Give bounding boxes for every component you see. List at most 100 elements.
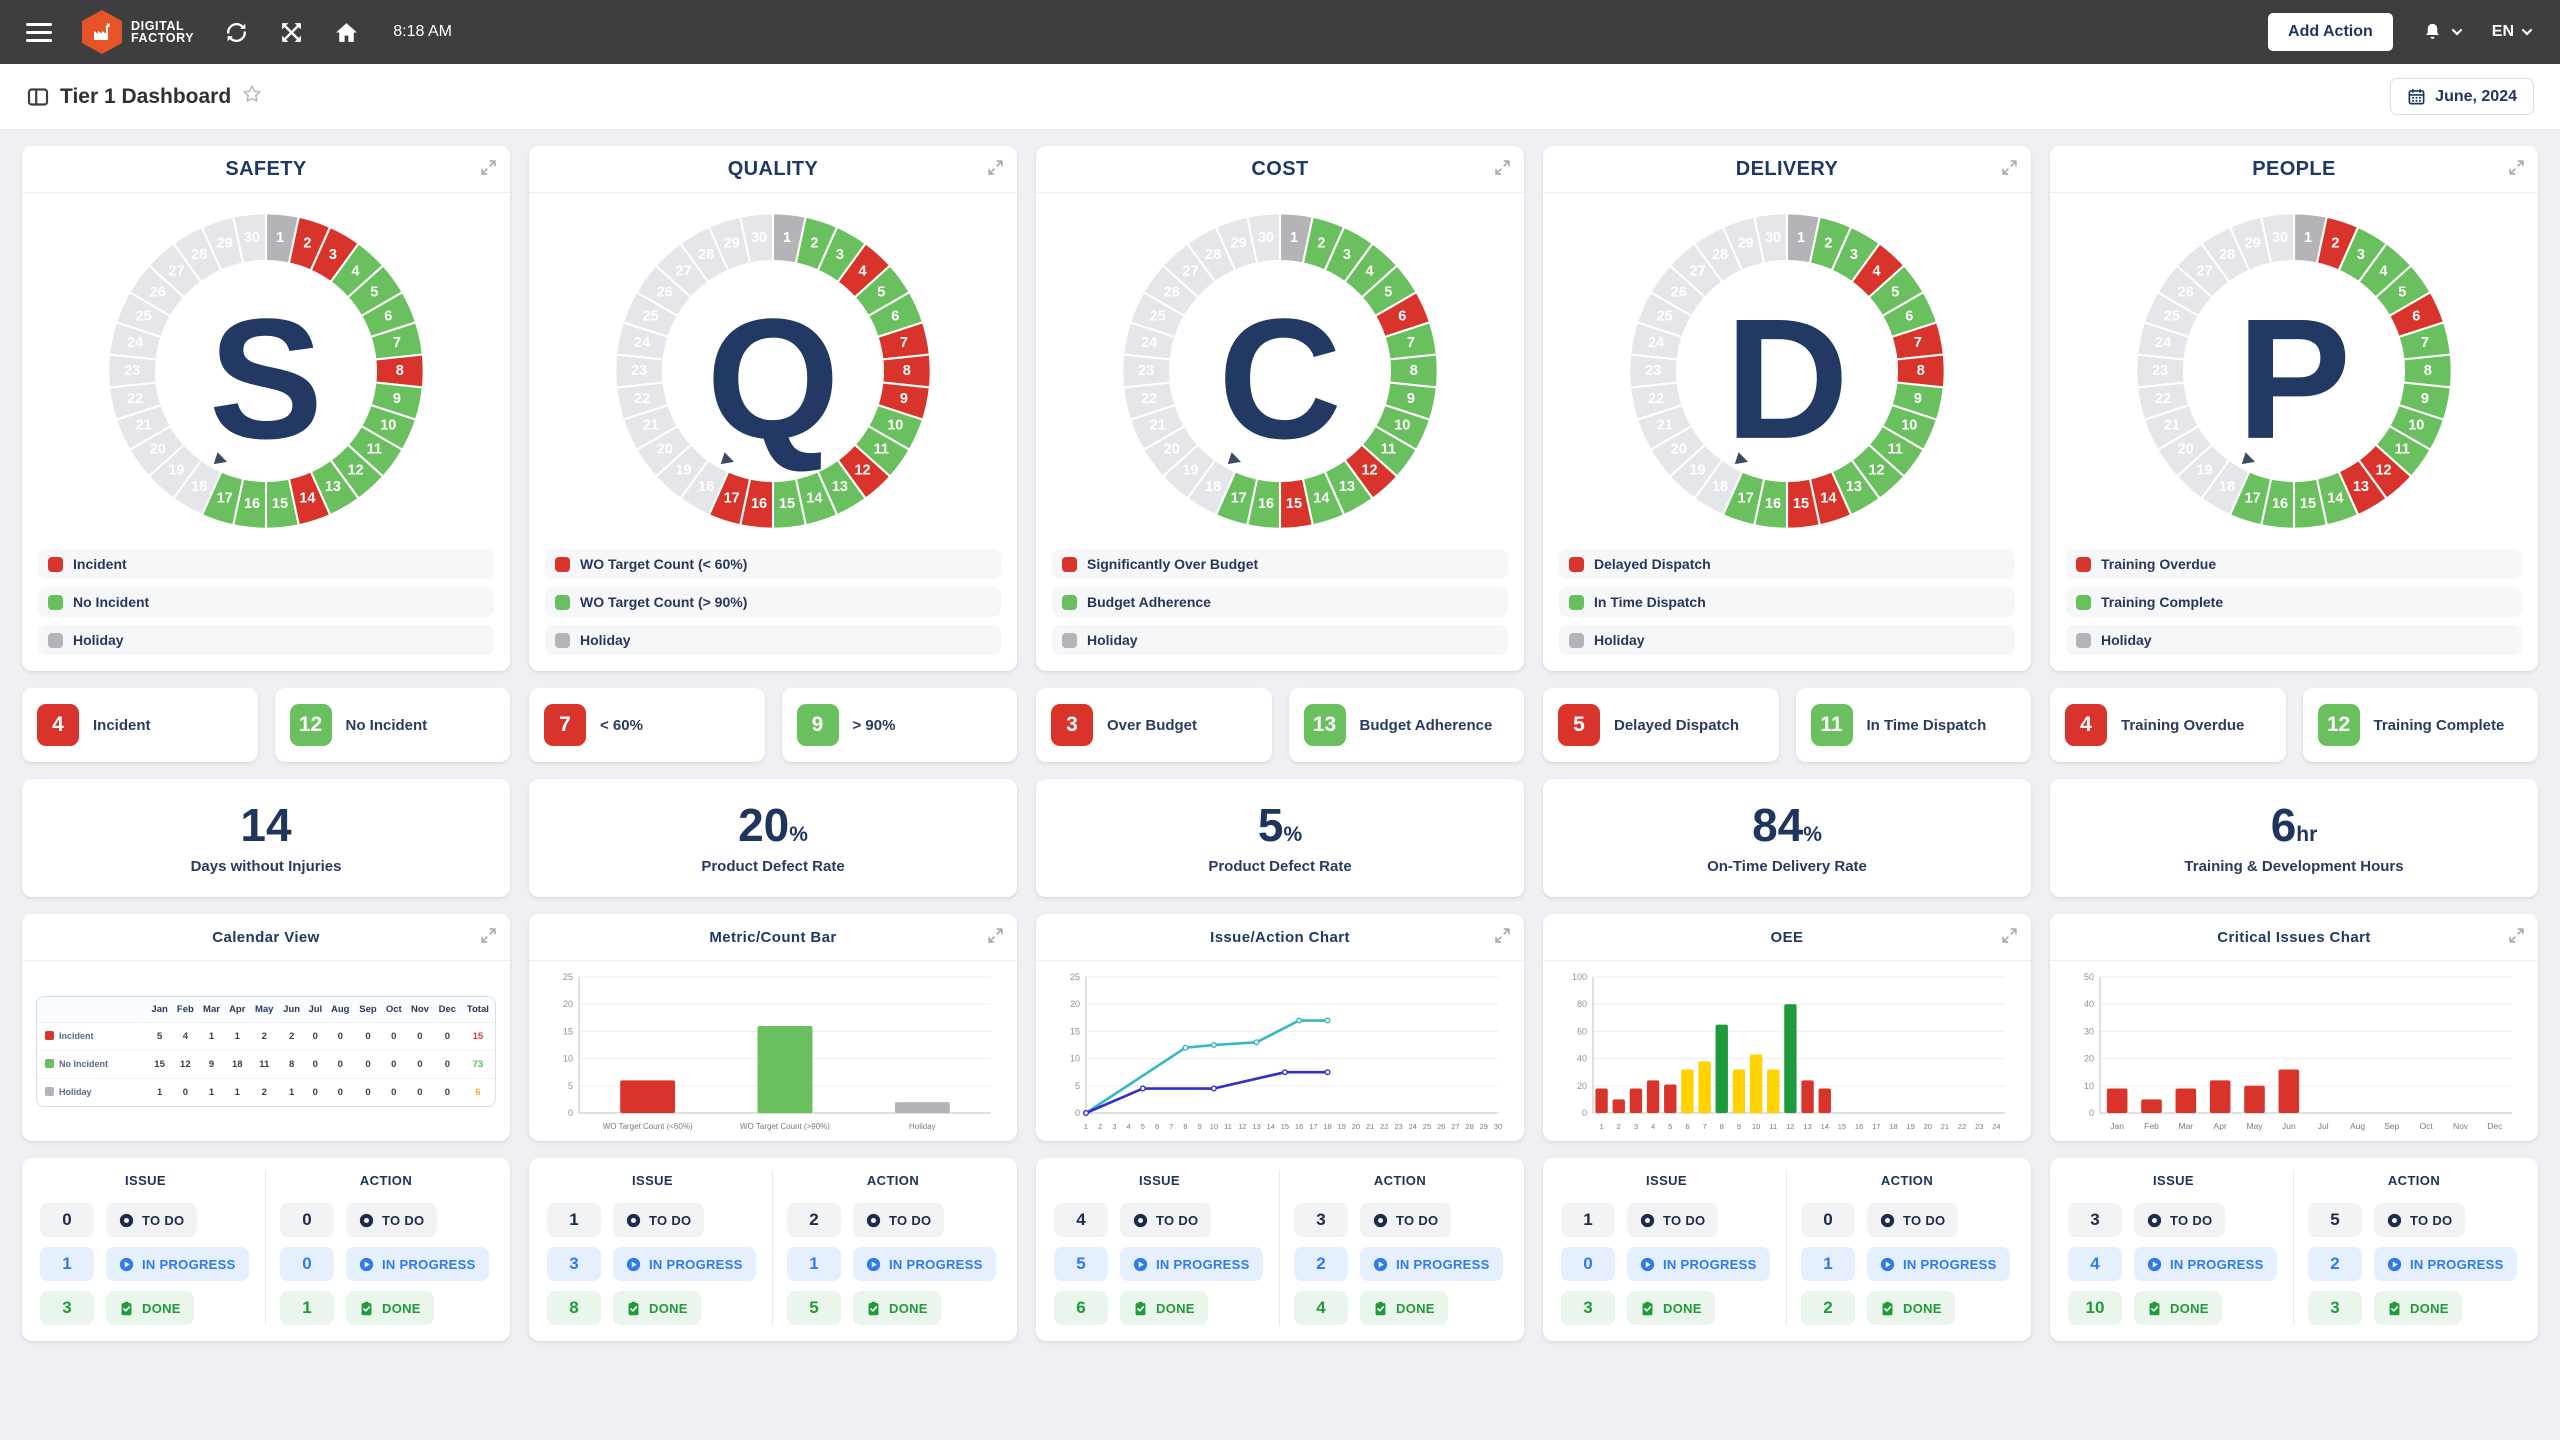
donut-day-segment xyxy=(231,212,268,265)
svg-text:15: 15 xyxy=(1838,1122,1846,1131)
donut-day-label: 6 xyxy=(1398,309,1406,325)
done-clipboard-check-icon xyxy=(868,1301,879,1315)
svg-text:8: 8 xyxy=(1183,1122,1187,1131)
dashboard-board: SAFETY 1 2 3 4 5 6 7 8 9 10 11 12 13 14 15 16 17 18 19 20 21 2… xyxy=(0,130,2560,1363)
svg-text:14: 14 xyxy=(1821,1122,1829,1131)
svg-text:5: 5 xyxy=(1075,1081,1080,1091)
status-count-todo: 0 xyxy=(280,1203,334,1237)
status-row: 3 DONE xyxy=(40,1291,251,1325)
legend-swatch xyxy=(1062,556,1077,572)
donut-day-label: 1 xyxy=(1797,230,1805,246)
status-pill-label: TO DO xyxy=(382,1212,425,1228)
donut-day-label: 12 xyxy=(1361,462,1377,478)
stat-chip: 12 Training Complete xyxy=(2302,688,2538,762)
donut-day-label: 8 xyxy=(396,363,404,379)
donut-day-label: 21 xyxy=(2164,417,2180,433)
svg-text:Aug: Aug xyxy=(2350,1121,2365,1131)
expand-icon[interactable] xyxy=(2508,927,2525,944)
donut-day-segment xyxy=(1245,212,1282,265)
donut-day-label: 27 xyxy=(168,264,184,280)
legend-item: Holiday xyxy=(38,625,494,655)
svg-text:4: 4 xyxy=(1651,1122,1655,1131)
donut-day-label: 24 xyxy=(1648,335,1664,351)
donut-day-label: 9 xyxy=(900,391,908,407)
svg-text:80: 80 xyxy=(1577,999,1587,1009)
page-title: Tier 1 Dashboard xyxy=(60,84,232,108)
calendar-view-table: Jan Feb Mar Apr May Jun Jul Aug Sep Oct Nov Dec Tota… xyxy=(36,995,496,1107)
svg-text:19: 19 xyxy=(1906,1122,1914,1131)
svg-text:14: 14 xyxy=(1267,1122,1275,1131)
legend-item: Significantly Over Budget xyxy=(1052,549,1508,579)
stat-chip-label: Incident xyxy=(93,716,151,734)
notifications-menu[interactable] xyxy=(2421,21,2464,44)
refresh-icon[interactable] xyxy=(224,20,249,45)
menu-icon[interactable] xyxy=(26,18,52,47)
donut-day-label: 24 xyxy=(2155,335,2171,351)
donut-day-label: 28 xyxy=(2219,247,2235,263)
donut-day-label: 6 xyxy=(2412,309,2420,325)
legend-swatch xyxy=(48,632,63,648)
expand-icon[interactable] xyxy=(480,159,497,176)
expand-icon[interactable] xyxy=(2508,159,2525,176)
stat-chip-count: 12 xyxy=(289,704,332,746)
legend-label: Incident xyxy=(73,556,127,572)
current-day-marker-icon xyxy=(2241,452,2256,465)
todo-circle-icon xyxy=(2387,1213,2402,1227)
kpi-card-title: SAFETY xyxy=(225,157,307,180)
status-pill-label: TO DO xyxy=(649,1212,692,1228)
donut-day-label: 28 xyxy=(1205,247,1221,263)
status-count-in-progress: 5 xyxy=(1054,1247,1108,1281)
expand-icon[interactable] xyxy=(987,159,1004,176)
donut-day-label: 14 xyxy=(1820,490,1836,506)
legend-label: Training Overdue xyxy=(2101,556,2217,572)
donut-day-label: 2 xyxy=(810,236,818,252)
metric-card: 5% Product Defect Rate xyxy=(1036,779,1524,897)
donut-center-letter: S xyxy=(209,284,323,475)
status-count-todo: 3 xyxy=(1294,1203,1348,1237)
donut-calendar-chart: 1 234567891011121314151617181920212223242… xyxy=(2135,212,2453,530)
expand-icon[interactable] xyxy=(1494,927,1511,944)
mini-chart-card: Issue/Action Chart 0 5 10 15 20 25 1 2 3 4 5 6 7 8 9 10 1… xyxy=(1036,914,1524,1141)
stat-chip-count: 13 xyxy=(1303,704,1346,746)
svg-text:26: 26 xyxy=(1437,1122,1445,1131)
svg-text:18: 18 xyxy=(1889,1122,1897,1131)
donut-day-label: 14 xyxy=(299,490,315,506)
status-row: 5 DONE xyxy=(787,1291,999,1325)
status-count-done: 2 xyxy=(1801,1291,1855,1325)
month-selector-button[interactable]: June, 2024 xyxy=(2390,78,2534,115)
svg-text:2: 2 xyxy=(1617,1122,1621,1131)
donut-calendar-chart: 1 234567891011121314151617181920212223242… xyxy=(107,212,425,530)
add-action-button[interactable]: Add Action xyxy=(2268,13,2393,51)
status-row: 2 IN PROGRESS xyxy=(2308,1247,2520,1281)
digital-factory-logo[interactable]: DIGITAL FACTORY xyxy=(82,10,194,54)
expand-icon[interactable] xyxy=(987,927,1004,944)
status-row: 3 TO DO xyxy=(2068,1203,2279,1237)
action-section: ACTION 5 TO DO 2 IN PROGRESS 3 DONE xyxy=(2294,1170,2534,1325)
expand-icon[interactable] xyxy=(1494,159,1511,176)
expand-icon[interactable] xyxy=(2001,159,2018,176)
donut-day-label: 9 xyxy=(393,391,401,407)
chevron-down-icon xyxy=(2521,28,2533,36)
status-count-in-progress: 2 xyxy=(2308,1247,2362,1281)
status-pill-label: DONE xyxy=(1156,1300,1195,1316)
legend: WO Target Count (< 60%) WO Target Count (… xyxy=(529,539,1017,671)
svg-text:22: 22 xyxy=(1380,1122,1388,1131)
status-count-todo: 5 xyxy=(2308,1203,2362,1237)
donut-day-label: 4 xyxy=(352,264,360,280)
expand-icon[interactable] xyxy=(2001,927,2018,944)
fullscreen-icon[interactable] xyxy=(279,20,304,45)
donut-day-label: 15 xyxy=(779,496,795,512)
month-label: June, 2024 xyxy=(2435,87,2517,105)
donut-day-label: 6 xyxy=(1905,309,1913,325)
language-menu[interactable]: EN xyxy=(2492,23,2534,41)
expand-icon[interactable] xyxy=(480,927,497,944)
logo-line1: DIGITAL xyxy=(131,19,185,33)
svg-text:Jun: Jun xyxy=(2282,1121,2296,1131)
home-icon[interactable] xyxy=(334,20,359,45)
status-pill-label: IN PROGRESS xyxy=(889,1256,983,1272)
favorite-star-icon[interactable] xyxy=(241,83,263,111)
status-pill-in-progress: IN PROGRESS xyxy=(853,1247,996,1281)
kpi-card-quality: QUALITY 1 2 3 4 5 6 7 8 9 10 11 12 13 14 15 16 17 18 19 20 21… xyxy=(529,146,1017,671)
issue-action-card: ISSUE 0 TO DO 1 IN PROGRESS 3 DONE ACTION 0 TO DO… xyxy=(22,1158,510,1341)
donut-day-label: 23 xyxy=(1645,363,1661,379)
